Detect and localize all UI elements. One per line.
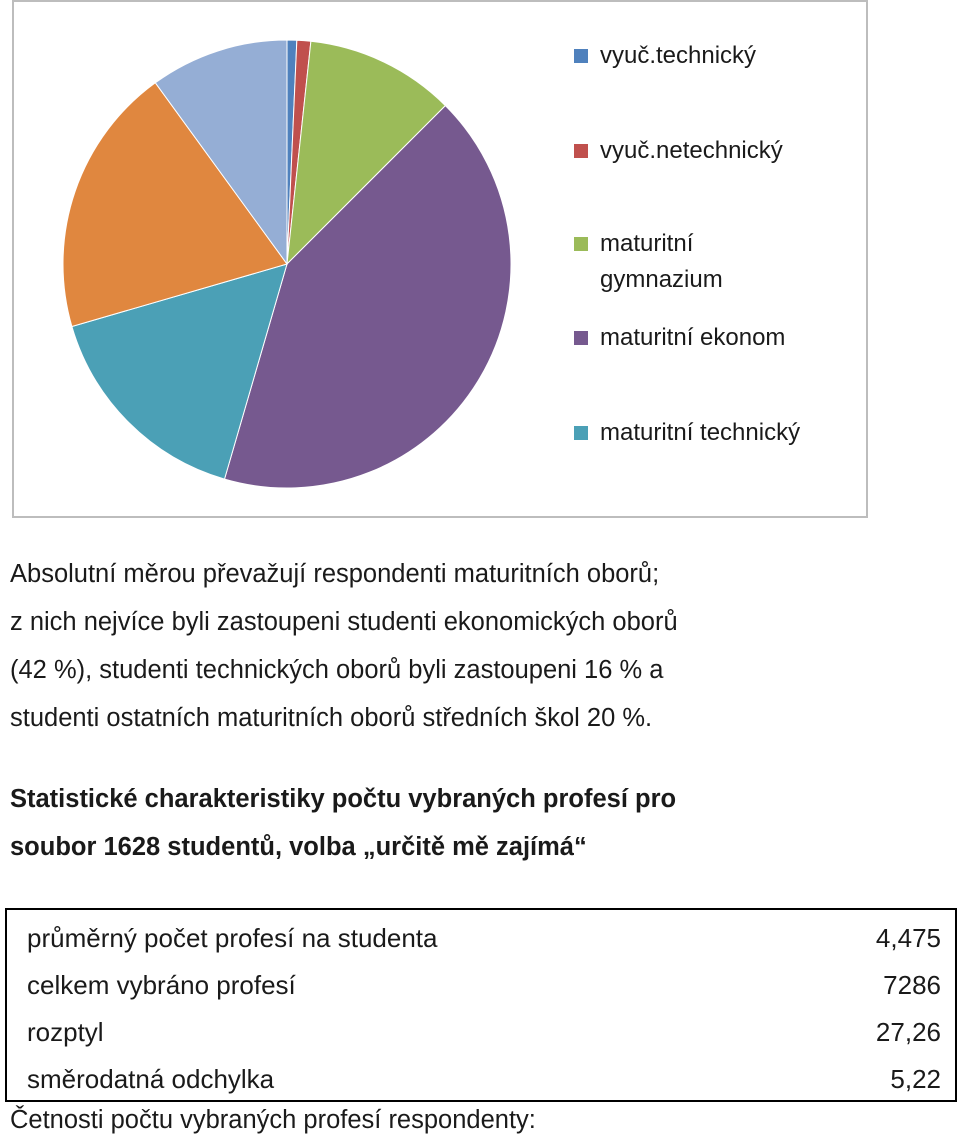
legend-swatch	[574, 331, 588, 345]
legend-label: maturitní technický	[600, 419, 801, 446]
pie-slice	[62, 82, 288, 328]
row-value: 27,26	[875, 1017, 941, 1047]
pie-slice	[286, 40, 447, 266]
pie-slice	[223, 104, 512, 489]
pie-slice	[71, 263, 288, 480]
legend-label: vyuč.technický	[600, 42, 757, 69]
row-value: 4,475	[875, 923, 941, 953]
heading-line: Statistické charakteristiky počtu vybran…	[10, 785, 677, 813]
row-label: průměrný počet profesí na studenta	[27, 923, 438, 953]
legend-label: maturitní ekonom	[600, 324, 786, 351]
row-value: 7286	[883, 970, 941, 1000]
legend-swatch	[574, 144, 588, 158]
row-label: rozptyl	[27, 1017, 104, 1047]
row-value: 5,22	[890, 1064, 941, 1094]
table-row: směrodatná odchylka 5,22	[27, 1056, 941, 1103]
paragraph-line: z nich nejvíce byli zastoupeni studenti …	[10, 608, 678, 636]
legend-swatch	[574, 49, 588, 63]
legend-swatch	[574, 237, 588, 251]
legend-label: vyuč.netechnický	[600, 137, 783, 164]
legend-label: maturitní gymnazium	[600, 230, 723, 293]
paragraph-line: (42 %), studenti technických oborů byli …	[10, 656, 664, 684]
paragraph-line: studenti ostatních maturitních oborů stř…	[10, 704, 653, 732]
paragraph-line: Absolutní měrou převažují respondenti ma…	[10, 560, 660, 588]
row-label: celkem vybráno profesí	[27, 970, 296, 1000]
legend-swatch	[574, 426, 588, 440]
heading-line: soubor 1628 studentů, volba „určitě mě z…	[10, 833, 587, 861]
chart-frame: vyuč.technický vyuč.netechnický maturitní …	[12, 0, 868, 518]
table-row: rozptyl 27,26	[27, 1009, 941, 1056]
pie-slice	[154, 39, 288, 266]
footer-text: Četnosti počtu vybraných profesí respond…	[10, 1106, 536, 1134]
table-row: celkem vybráno profesí 7286	[27, 962, 941, 1009]
stats-table: průměrný počet profesí na studenta 4,475 c…	[5, 908, 957, 1102]
pie-chart	[62, 39, 512, 489]
table-row: průměrný počet profesí na studenta 4,475	[27, 915, 941, 962]
row-label: směrodatná odchylka	[27, 1064, 275, 1094]
